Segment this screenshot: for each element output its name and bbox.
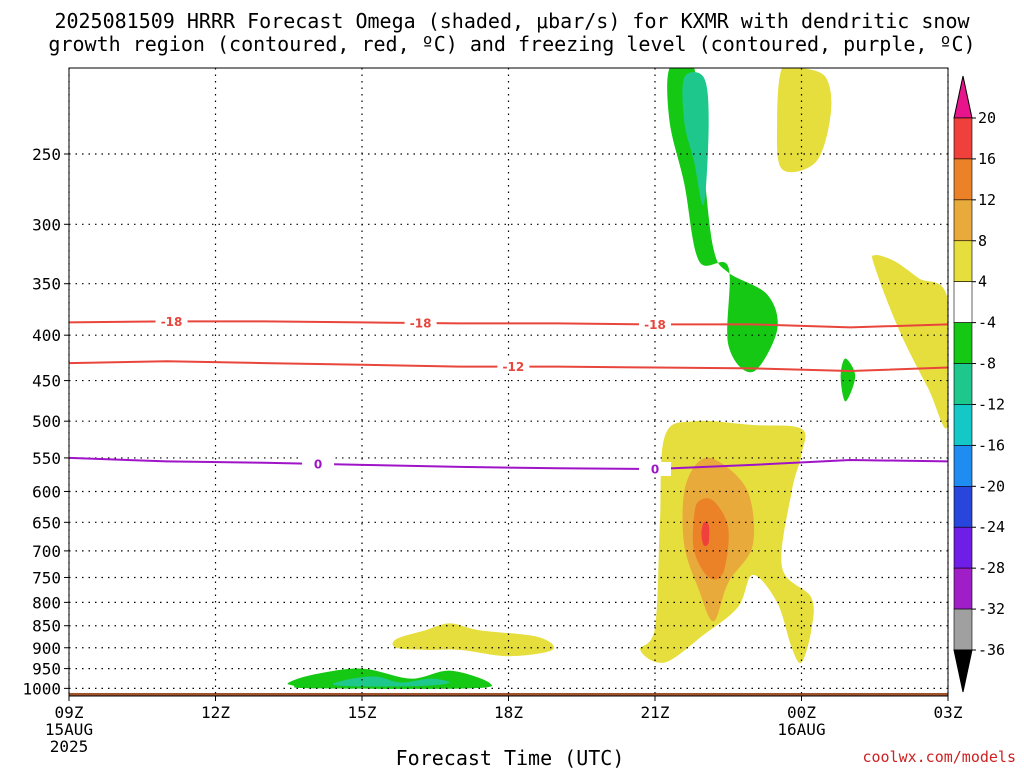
x-axis-title: Forecast Time (UTC): [396, 746, 625, 768]
contour-label--18C-1: -18: [410, 317, 432, 331]
y-tick-label-600: 600: [32, 482, 61, 501]
colorbar-label--16: -16: [978, 436, 1005, 454]
x-tick-label-21Z: 21Z: [641, 703, 670, 722]
chart-title-line2: growth region (contoured, red, ºC) and f…: [48, 32, 975, 56]
omega-shaded-regions: [287, 68, 948, 689]
colorbar-label--36: -36: [978, 641, 1005, 659]
omega-region-upper-subsidence-1: [776, 68, 832, 173]
contour-label--18C-0: -18: [161, 315, 183, 329]
y-tick-label-700: 700: [32, 542, 61, 561]
terrain-fill: [69, 692, 948, 696]
x-tick-year-09Z: 2025: [50, 737, 89, 756]
omega-region-mid-subsidence-12: [692, 498, 729, 580]
contour-label-bg--18C-1: [404, 316, 437, 331]
contour-label--12C-0: -12: [503, 360, 525, 374]
colorbar-band-4: [953, 240, 973, 282]
contour-label--18C-2: -18: [644, 318, 666, 332]
y-tick-label-950: 950: [32, 660, 61, 679]
y-tick-label-250: 250: [32, 145, 61, 164]
colorbar-band-12: [953, 158, 973, 201]
y-tick-label-300: 300: [32, 215, 61, 234]
colorbar-band--36: [953, 608, 973, 651]
colorbar-label-4: 4: [978, 273, 987, 291]
x-tick-label-09Z: 09Z: [55, 703, 84, 722]
contour-line-0C: [68, 456, 949, 471]
y-tick-label-850: 850: [32, 617, 61, 636]
colorbar-label-8: 8: [978, 232, 987, 250]
credit-text: coolwx.com/models: [862, 748, 1016, 766]
colorbar-label-20: 20: [978, 109, 996, 127]
contour-label-bg--12C-0: [497, 359, 530, 374]
colorbar-label--20: -20: [978, 477, 1005, 495]
temperature-contours: -18 -18 -18 -12 0 0: [68, 314, 949, 476]
colorbar-label--32: -32: [978, 600, 1005, 618]
y-tick-label-500: 500: [32, 412, 61, 431]
colorbar-band--24: [953, 486, 973, 528]
colorbar-bottom-arrow: [953, 649, 973, 693]
contour-label-bg-0C-0: [302, 456, 335, 471]
terrain-layer: [69, 692, 948, 696]
y-tick-label-400: 400: [32, 326, 61, 345]
x-tick-label-12Z: 12Z: [201, 703, 230, 722]
colorbar-band--32: [953, 567, 973, 610]
contour-label-bg--18C-0: [155, 314, 188, 329]
y-tick-label-750: 750: [32, 568, 61, 587]
y-tick-label-450: 450: [32, 372, 61, 391]
contour-line--18C: [68, 320, 949, 329]
omega-region-low-subsidence: [392, 623, 554, 657]
colorbar-band--12: [953, 363, 973, 405]
colorbar-label--28: -28: [978, 559, 1005, 577]
y-axis: 250 300 350 400 450 500 550 600 650 700 750 800 850 9…: [22, 145, 69, 698]
omega-region-upper-ascent-core: [682, 71, 709, 206]
omega-region-mid-subsidence-16: [701, 521, 710, 547]
contour-label-0C-1: 0: [651, 462, 659, 476]
contour-label-0C-0: 0: [314, 457, 322, 471]
colorbar-band-8: [953, 199, 973, 242]
colorbar-band--20: [953, 445, 973, 487]
colorbar-band-16: [953, 117, 973, 160]
y-tick-label-550: 550: [32, 449, 61, 468]
y-tick-label-650: 650: [32, 513, 61, 532]
colorbar-label-12: 12: [978, 191, 996, 209]
colorbar-label--12: -12: [978, 395, 1005, 413]
colorbar-band--4: [953, 281, 973, 323]
colorbar-band--28: [953, 526, 973, 569]
colorbar: 20 16 12 8 4 -4 -8 -12 -16 -20 -24 -28 -32 -36: [953, 75, 1005, 693]
x-tick-label-00Z: 00Z: [787, 703, 816, 722]
y-tick-label-1000: 1000: [22, 679, 61, 698]
colorbar-label--4: -4: [978, 314, 996, 332]
y-tick-label-900: 900: [32, 639, 61, 658]
omega-region-small-ascent: [840, 358, 856, 402]
contour-label-bg--18C-2: [639, 317, 671, 332]
x-tick-label-03Z: 03Z: [934, 703, 963, 722]
x-tick-label-15Z: 15Z: [348, 703, 377, 722]
colorbar-label--8: -8: [978, 355, 996, 373]
x-tick-label-18Z: 18Z: [494, 703, 523, 722]
y-tick-label-350: 350: [32, 275, 61, 294]
colorbar-label--24: -24: [978, 518, 1005, 536]
x-tick-sublabel-00Z: 16AUG: [777, 720, 825, 739]
y-tick-label-800: 800: [32, 593, 61, 612]
colorbar-band--8: [953, 322, 973, 364]
colorbar-band--16: [953, 404, 973, 446]
omega-region-lower-ascent-core: [332, 676, 450, 687]
x-tick-sublabel-09Z: 15AUG: [45, 720, 93, 739]
contour-label-bg-0C-1: [639, 461, 671, 476]
chart-title-line1: 2025081509 HRRR Forecast Omega (shaded, …: [54, 9, 970, 33]
colorbar-label-16: 16: [978, 150, 996, 168]
colorbar-top-arrow: [953, 75, 973, 119]
omega-region-upper-subsidence-2: [872, 254, 948, 429]
